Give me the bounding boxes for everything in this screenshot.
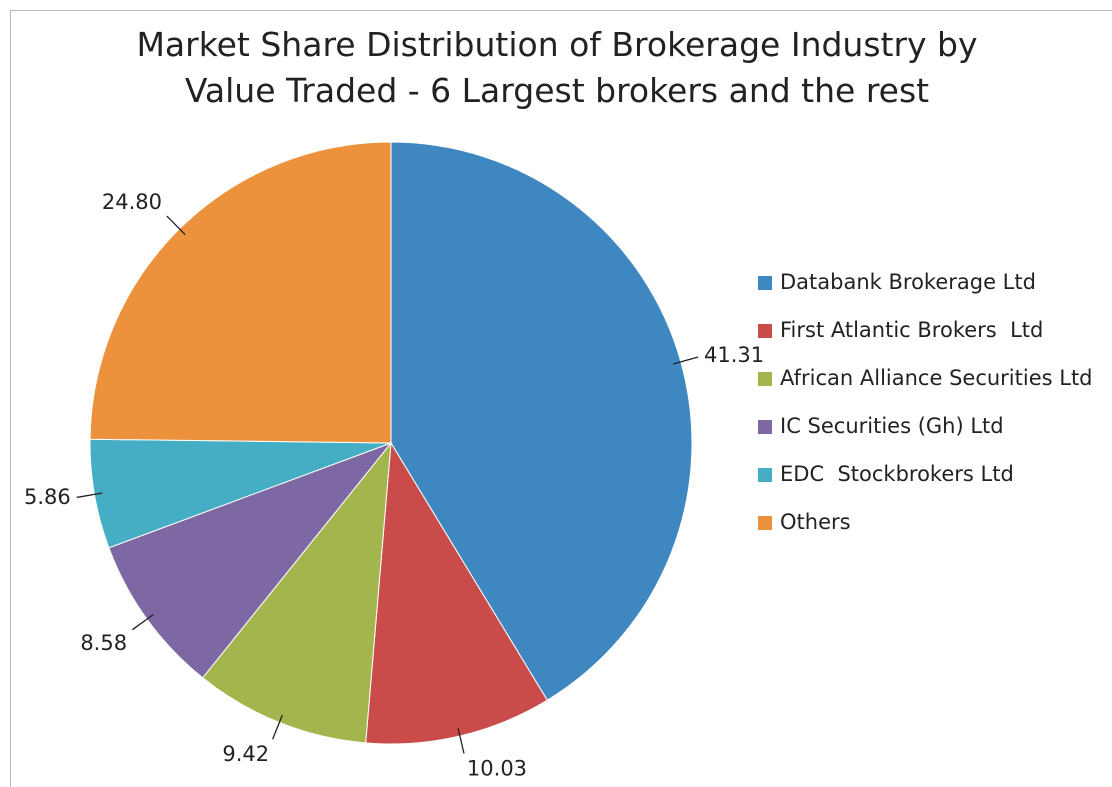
leader-line bbox=[76, 492, 103, 499]
legend-swatch bbox=[758, 324, 772, 338]
legend-label: EDC Stockbrokers Ltd bbox=[780, 462, 1014, 486]
legend-swatch bbox=[758, 468, 772, 482]
pie-slice bbox=[89, 141, 392, 444]
legend-label: IC Securities (Gh) Ltd bbox=[780, 414, 1004, 438]
legend-label: Others bbox=[780, 510, 851, 534]
data-label: 41.31 bbox=[704, 343, 764, 367]
legend-label: Databank Brokerage Ltd bbox=[780, 270, 1036, 294]
legend-swatch bbox=[758, 276, 772, 290]
data-label: 10.03 bbox=[467, 756, 527, 780]
data-label: 5.86 bbox=[24, 485, 71, 509]
legend-swatch bbox=[758, 372, 772, 386]
data-label: 8.58 bbox=[80, 631, 127, 655]
leader-line bbox=[166, 215, 186, 235]
leader-line bbox=[672, 356, 699, 365]
data-label: 24.80 bbox=[102, 190, 162, 214]
leader-line bbox=[131, 613, 154, 631]
frame bbox=[10, 10, 1112, 787]
legend-label: First Atlantic Brokers Ltd bbox=[780, 318, 1043, 342]
leader-line bbox=[457, 728, 465, 754]
chart-title: Market Share Distribution of Brokerage I… bbox=[136, 25, 978, 110]
legend-swatch bbox=[758, 420, 772, 434]
leader-line bbox=[272, 714, 283, 740]
legend-label: African Alliance Securities Ltd bbox=[780, 366, 1093, 390]
legend-swatch bbox=[758, 516, 772, 530]
data-label: 9.42 bbox=[222, 742, 269, 766]
